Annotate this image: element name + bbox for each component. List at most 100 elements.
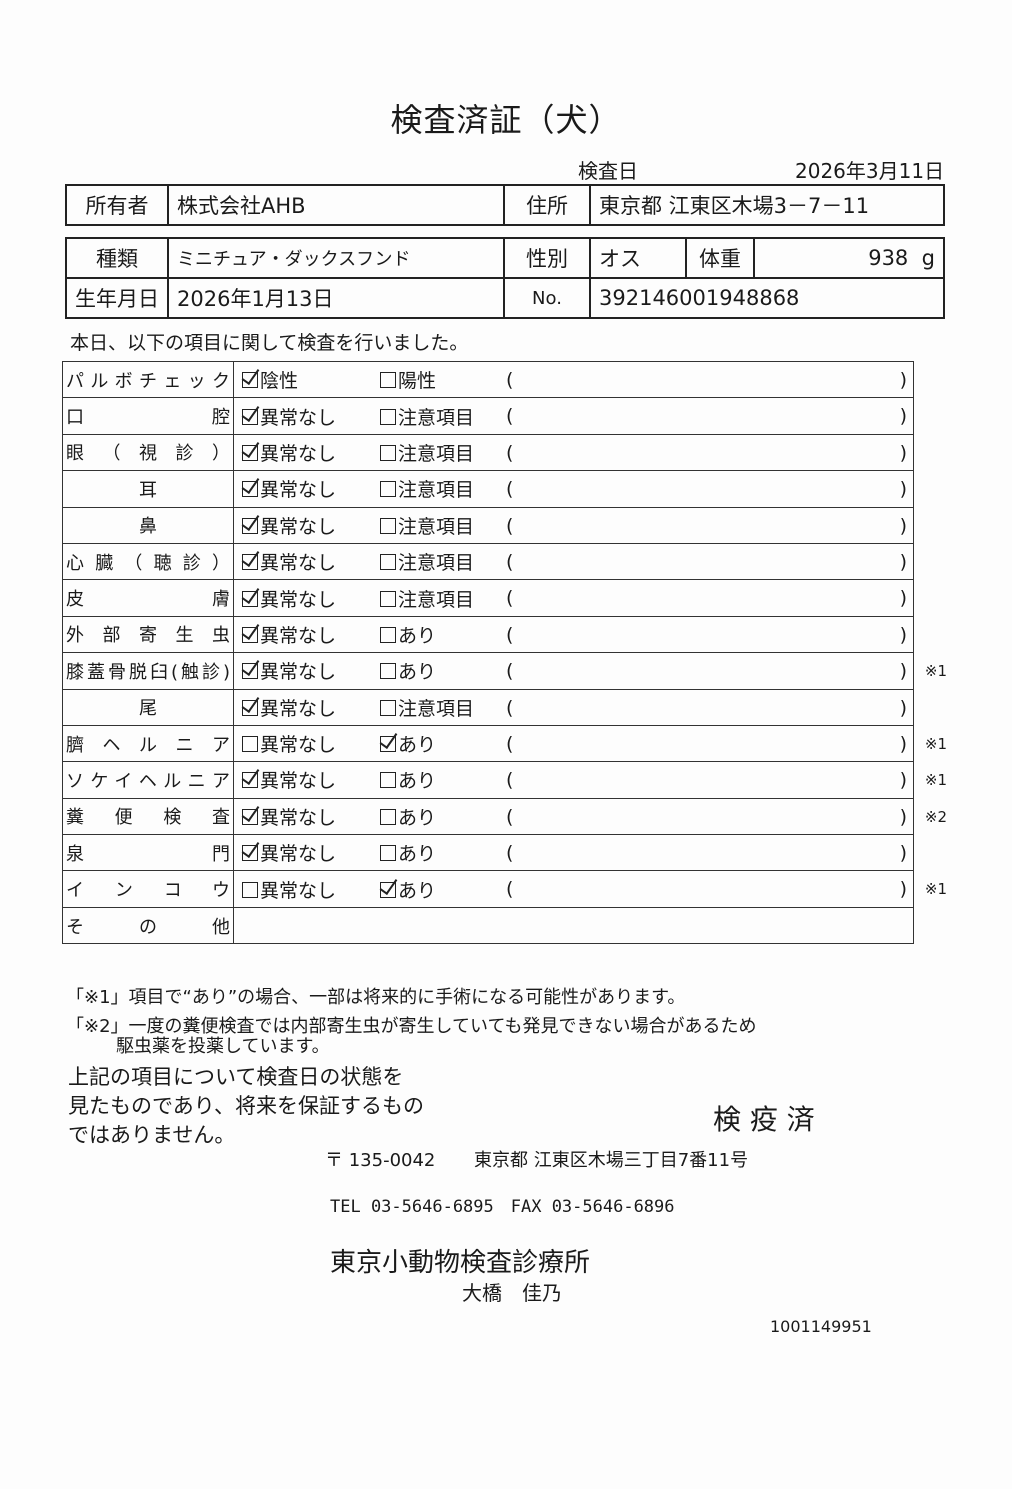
- remarks-field[interactable]: (): [506, 397, 914, 435]
- check-row: インコウ 異常なし あり () ※1: [62, 870, 947, 908]
- option-2-label: あり: [398, 770, 437, 793]
- checkbox-icon[interactable]: [380, 699, 396, 716]
- checkbox-icon[interactable]: [242, 444, 258, 461]
- checkbox-icon[interactable]: [242, 408, 258, 425]
- checkbox-icon[interactable]: [242, 808, 258, 825]
- checkbox-icon[interactable]: [380, 444, 396, 461]
- option-1[interactable]: 異常なし: [233, 433, 372, 472]
- option-1[interactable]: 異常なし: [233, 834, 372, 872]
- remarks-field[interactable]: (): [506, 688, 914, 726]
- remarks-field[interactable]: (): [506, 470, 914, 508]
- paren-open: (: [506, 842, 514, 865]
- checkbox-icon[interactable]: [242, 590, 258, 607]
- checkbox-icon[interactable]: [242, 517, 258, 534]
- option-2[interactable]: 注意項目: [372, 433, 506, 472]
- option-1-label: 異常なし: [260, 770, 337, 793]
- option-2[interactable]: 注意項目: [372, 542, 506, 581]
- option-2-label: あり: [398, 661, 437, 684]
- option-2[interactable]: あり: [372, 761, 506, 799]
- paren-close: ): [899, 696, 907, 719]
- checkbox-icon[interactable]: [242, 554, 258, 571]
- option-1-label: 異常なし: [260, 442, 337, 465]
- check-label: 口腔: [62, 397, 234, 435]
- checkbox-icon[interactable]: [380, 808, 396, 825]
- check-label: 臍ヘルニア: [62, 724, 234, 763]
- option-2[interactable]: 陽性: [372, 360, 506, 399]
- option-1[interactable]: 陰性: [233, 360, 372, 399]
- option-1-label: 異常なし: [260, 697, 337, 720]
- remarks-field[interactable]: (): [506, 542, 914, 581]
- checkbox-icon[interactable]: [380, 663, 396, 680]
- option-1[interactable]: 異常なし: [233, 761, 372, 799]
- checkbox-icon[interactable]: [380, 481, 396, 498]
- checkbox-icon[interactable]: [380, 845, 396, 862]
- checkbox-icon[interactable]: [242, 699, 258, 716]
- option-1-label: 異常なし: [260, 515, 337, 538]
- option-2[interactable]: あり: [372, 797, 506, 836]
- checkbox-icon[interactable]: [242, 845, 258, 862]
- checkbox-icon[interactable]: [242, 372, 258, 389]
- option-1[interactable]: 異常なし: [233, 688, 372, 726]
- remarks-field[interactable]: () ※1: [506, 724, 947, 763]
- check-label: 尾: [62, 688, 234, 726]
- disclaimer-line: 見たものであり、将来を保証するもの: [68, 1094, 424, 1118]
- option-1-label: 異常なし: [260, 661, 337, 684]
- remarks-field[interactable]: () ※2: [506, 797, 947, 836]
- paren-open: (: [506, 623, 514, 646]
- address-value: 東京都 江東区木場3－7－11: [589, 184, 945, 226]
- option-2[interactable]: 注意項目: [372, 688, 506, 726]
- checkbox-icon[interactable]: [242, 772, 258, 789]
- checkbox-icon[interactable]: [242, 663, 258, 680]
- option-1[interactable]: 異常なし: [233, 724, 372, 763]
- check-label: 鼻: [62, 506, 234, 544]
- checkbox-icon[interactable]: [242, 626, 258, 643]
- option-1-label: 異常なし: [260, 479, 337, 502]
- remarks-field[interactable]: (): [506, 615, 914, 654]
- option-2[interactable]: 注意項目: [372, 397, 506, 435]
- remarks-field[interactable]: (): [506, 579, 914, 617]
- other-label: その他: [62, 906, 234, 945]
- checkbox-icon[interactable]: [380, 408, 396, 425]
- remarks-field[interactable]: (): [506, 360, 914, 399]
- option-1[interactable]: 異常なし: [233, 652, 372, 690]
- option-2[interactable]: 注意項目: [372, 579, 506, 617]
- check-label: 外部寄生虫: [62, 615, 234, 654]
- remarks-field[interactable]: () ※1: [506, 652, 947, 690]
- option-2[interactable]: あり: [372, 615, 506, 654]
- remarks-field[interactable]: (): [506, 506, 914, 544]
- option-1[interactable]: 異常なし: [233, 797, 372, 836]
- option-2[interactable]: あり: [372, 870, 506, 908]
- remarks-field[interactable]: () ※1: [506, 761, 947, 799]
- option-2[interactable]: あり: [372, 834, 506, 872]
- option-2[interactable]: あり: [372, 652, 506, 690]
- other-field[interactable]: [233, 906, 914, 945]
- option-2[interactable]: 注意項目: [372, 506, 506, 544]
- checkbox-icon[interactable]: [242, 481, 258, 498]
- checkbox-icon[interactable]: [380, 772, 396, 789]
- remarks-field[interactable]: (): [506, 834, 914, 872]
- option-1[interactable]: 異常なし: [233, 615, 372, 654]
- paren-close: ): [899, 405, 907, 428]
- checkbox-icon[interactable]: [380, 517, 396, 534]
- option-1[interactable]: 異常なし: [233, 579, 372, 617]
- checkbox-icon[interactable]: [380, 554, 396, 571]
- option-1[interactable]: 異常なし: [233, 470, 372, 508]
- paren-open: (: [506, 405, 514, 428]
- remarks-field[interactable]: () ※1: [506, 870, 947, 908]
- option-2[interactable]: あり: [372, 724, 506, 763]
- checkbox-icon[interactable]: [380, 590, 396, 607]
- checkbox-icon[interactable]: [242, 736, 258, 753]
- checkbox-icon[interactable]: [380, 881, 396, 898]
- option-1[interactable]: 異常なし: [233, 397, 372, 435]
- weight-unit: g: [921, 246, 935, 270]
- option-1[interactable]: 異常なし: [233, 870, 372, 908]
- checkbox-icon[interactable]: [242, 881, 258, 898]
- option-1[interactable]: 異常なし: [233, 506, 372, 544]
- checkbox-icon[interactable]: [380, 372, 396, 389]
- option-2[interactable]: 注意項目: [372, 470, 506, 508]
- checkbox-icon[interactable]: [380, 626, 396, 643]
- checkbox-icon[interactable]: [380, 736, 396, 753]
- check-row: 眼（視診） 異常なし 注意項目 (): [62, 433, 914, 472]
- option-1[interactable]: 異常なし: [233, 542, 372, 581]
- remarks-field[interactable]: (): [506, 433, 914, 472]
